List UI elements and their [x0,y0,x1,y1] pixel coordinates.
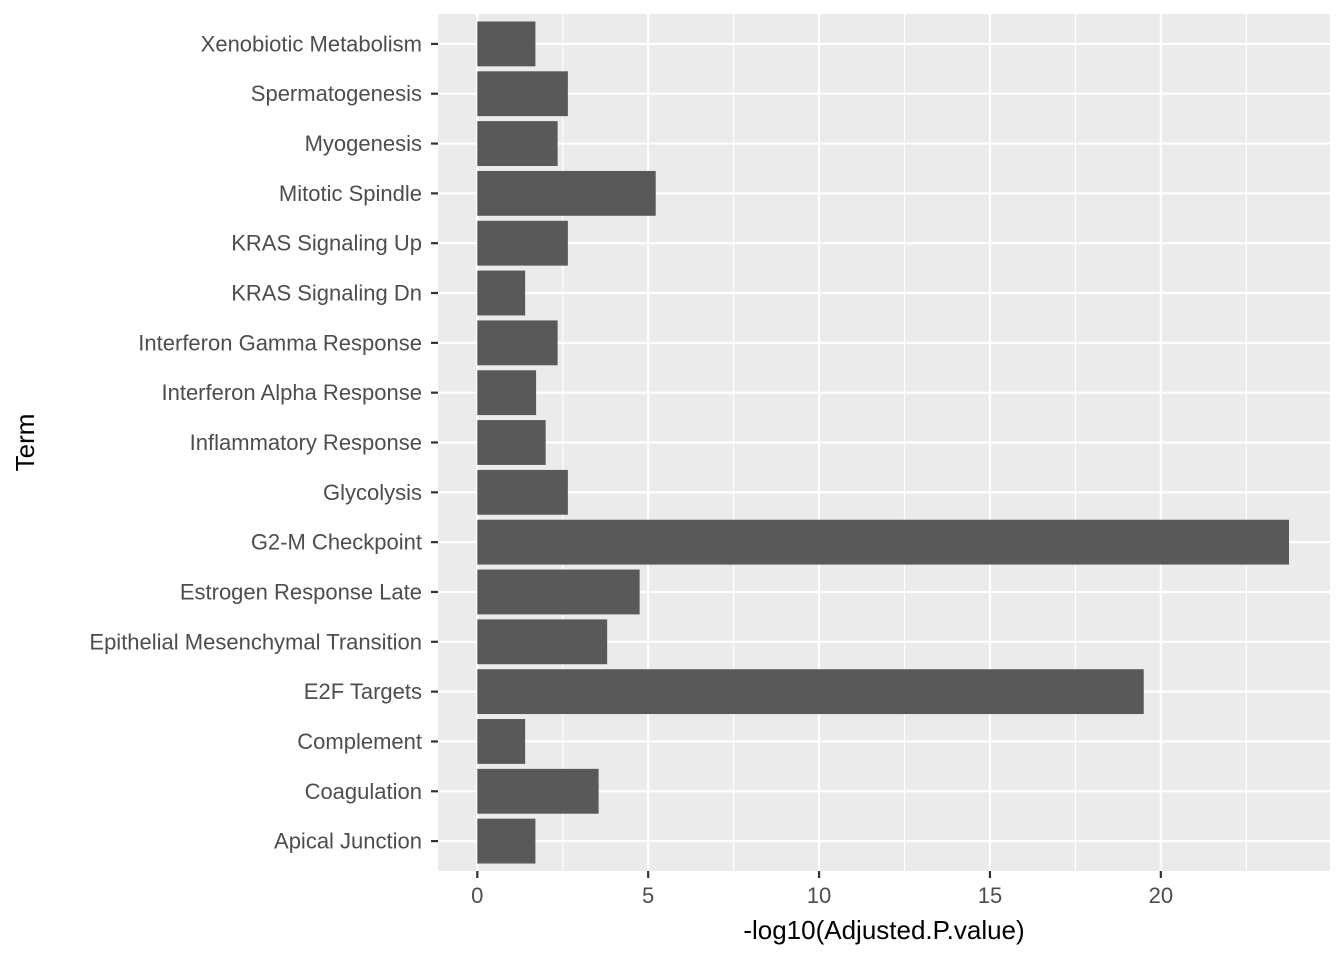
y-tick-label: Interferon Gamma Response [138,330,422,355]
x-axis: 0 5 10 15 20 [471,871,1173,908]
y-tick-label: Spermatogenesis [251,81,422,106]
bar [477,469,568,515]
y-tick-label: E2F Targets [304,679,422,704]
bars [477,21,1289,864]
y-tick-label: Estrogen Response Late [180,579,422,604]
bar [477,420,546,465]
y-tick-label: Complement [297,729,422,754]
bar [477,270,526,316]
y-tick-label: Xenobiotic Metabolism [201,31,422,56]
y-tick-label: G2-M Checkpoint [251,530,422,555]
bar [477,519,1289,565]
bar [477,818,536,864]
bar [477,21,536,67]
bar [477,320,558,366]
x-tick-label: 15 [978,883,1002,908]
y-axis: Apical Junction Coagulation Complement E2F … [89,31,438,854]
x-tick-label: 20 [1149,883,1173,908]
bar [477,719,526,764]
y-tick-label: Coagulation [305,779,422,804]
y-axis-title: Term [10,414,40,472]
y-tick-label: KRAS Signaling Up [231,231,422,256]
bar [477,71,568,117]
x-tick-label: 0 [471,883,483,908]
y-tick-label: Apical Junction [274,829,422,854]
bar [477,569,640,615]
x-axis-title: -log10(Adjusted.P.value) [743,915,1024,945]
bar [477,220,568,266]
y-tick-label: Epithelial Mesenchymal Transition [89,629,422,654]
y-tick-label: Mitotic Spindle [279,181,422,206]
bar [477,619,608,665]
y-tick-label: Inflammatory Response [190,430,422,455]
bar [477,370,537,416]
bar [477,669,1144,715]
bar [477,768,599,814]
bar [477,121,558,166]
y-tick-label: KRAS Signaling Dn [231,281,422,306]
x-tick-label: 5 [642,883,654,908]
y-tick-label: Interferon Alpha Response [161,380,422,405]
bar [477,170,656,216]
y-tick-label: Myogenesis [305,131,422,156]
x-tick-label: 10 [807,883,831,908]
y-tick-label: Glycolysis [323,480,422,505]
